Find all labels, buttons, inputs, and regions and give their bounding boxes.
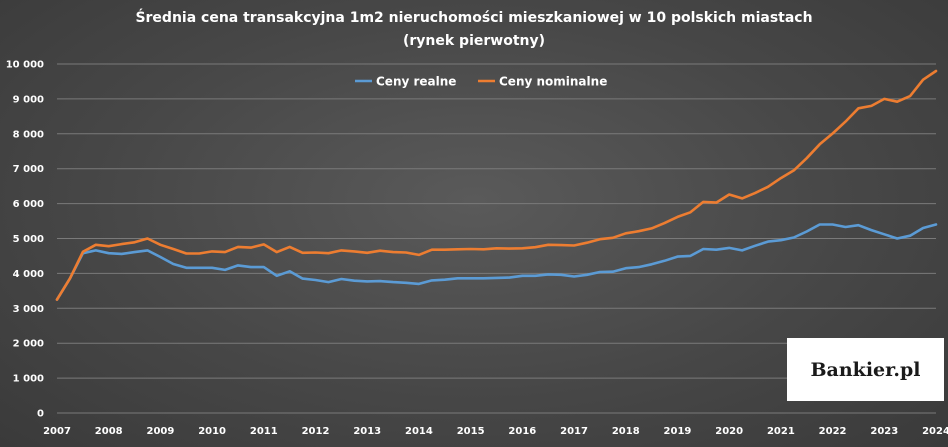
x-tick-label: 2013 [353, 426, 381, 437]
x-tick-label: 2015 [457, 426, 485, 437]
x-tick-label: 2022 [819, 426, 847, 437]
y-tick-label: 4 000 [13, 269, 44, 280]
legend: Ceny realne Ceny nominalne [355, 75, 607, 89]
x-tick-label: 2007 [43, 426, 71, 437]
x-tick-label: 2018 [612, 426, 640, 437]
x-tick-label: 2011 [250, 426, 278, 437]
x-tick-label: 2021 [767, 426, 795, 437]
x-tick-label: 2010 [198, 426, 226, 437]
x-tick-label: 2014 [405, 426, 433, 437]
chart-title: Średnia cena transakcyjna 1m2 nieruchomo… [135, 8, 812, 26]
x-tick-label: 2017 [560, 426, 588, 437]
x-tick-label: 2016 [508, 426, 536, 437]
legend-label: Ceny nominalne [499, 75, 607, 89]
y-tick-label: 8 000 [13, 129, 44, 140]
chart-subtitle: (rynek pierwotny) [403, 33, 545, 49]
x-tick-label: 2024 [922, 426, 948, 437]
logo-text: Bankier.pl [810, 358, 921, 381]
x-axis-ticks: 2007 2008 2009 2010 2011 2012 2013 2014 2015 2016… [43, 426, 948, 437]
y-tick-label: 10 000 [6, 60, 44, 71]
y-tick-label: 3 000 [13, 304, 44, 315]
bankier-logo: Bankier.pl [787, 338, 944, 401]
y-tick-label: 1 000 [13, 374, 44, 385]
x-tick-label: 2008 [95, 426, 123, 437]
y-axis-ticks: 0 1 000 2 000 3 000 4 000 5 000 6 000 7 000 8 00… [6, 60, 44, 420]
y-tick-label: 2 000 [13, 339, 44, 350]
legend-label: Ceny realne [376, 75, 456, 89]
series-line-nominal [55, 69, 938, 301]
x-tick-label: 2023 [870, 426, 898, 437]
y-tick-label: 9 000 [13, 94, 44, 105]
y-tick-label: 5 000 [13, 234, 44, 245]
y-tick-label: 7 000 [13, 164, 44, 175]
y-tick-label: 0 [37, 409, 44, 420]
series-line-real [55, 223, 938, 301]
series-lines [55, 69, 938, 301]
x-tick-label: 2012 [302, 426, 330, 437]
y-tick-label: 6 000 [13, 199, 44, 210]
x-tick-label: 2009 [146, 426, 174, 437]
x-tick-label: 2020 [715, 426, 743, 437]
x-tick-label: 2019 [664, 426, 692, 437]
